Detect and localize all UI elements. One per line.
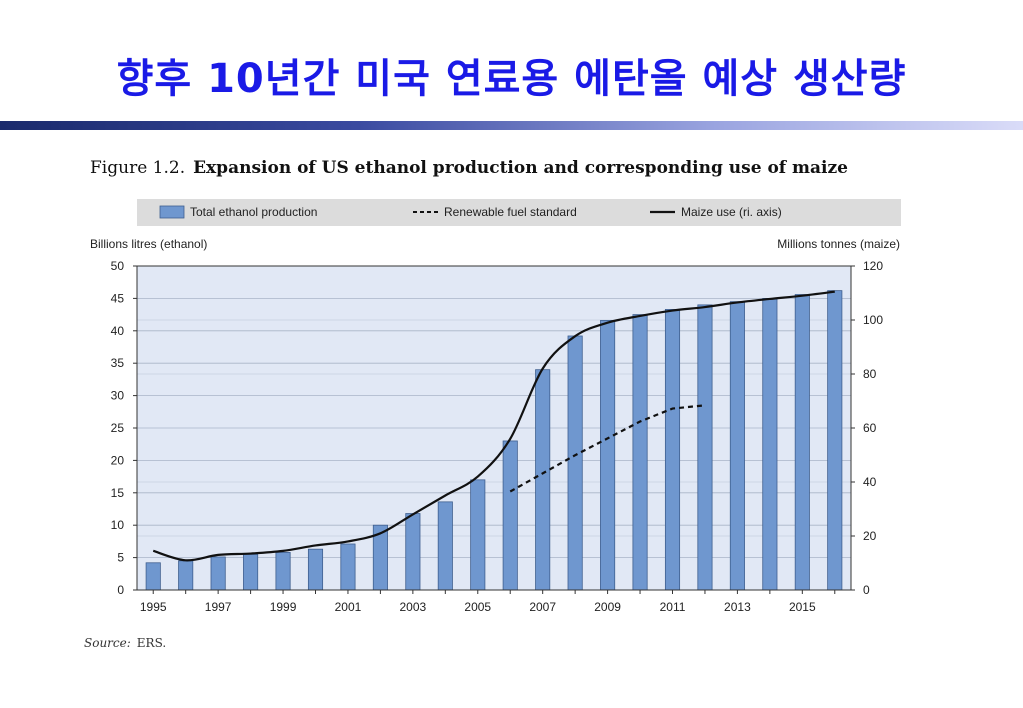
legend-box bbox=[137, 199, 901, 226]
y-tick-label-right: 0 bbox=[863, 583, 870, 597]
bar bbox=[340, 543, 356, 591]
title-underline-bar bbox=[0, 121, 1023, 130]
y-tick-label-left: 20 bbox=[111, 453, 125, 467]
y-tick-label-left: 45 bbox=[111, 291, 125, 305]
y-tick-label-left: 50 bbox=[111, 259, 125, 273]
y-tick-label-right: 60 bbox=[863, 421, 877, 435]
bar bbox=[632, 314, 648, 591]
slide-title: 향후 10년간 미국 연료용 에탄올 예상 생산량 bbox=[116, 56, 907, 102]
bar bbox=[243, 553, 259, 591]
bar bbox=[210, 556, 226, 591]
figure-caption: Expansion of US ethanol production and c… bbox=[193, 158, 848, 178]
lines bbox=[152, 290, 835, 562]
y-tick-label-left: 0 bbox=[117, 583, 124, 597]
x-tick-label: 2001 bbox=[335, 600, 362, 614]
bar bbox=[145, 562, 161, 591]
x-tick-label: 2013 bbox=[724, 600, 751, 614]
bar bbox=[405, 513, 421, 591]
y-tick-label-left: 30 bbox=[111, 389, 125, 403]
bar bbox=[307, 548, 324, 591]
bar bbox=[275, 552, 291, 591]
x-tick-label: 2011 bbox=[660, 600, 686, 614]
y-axis-label-left: Billions litres (ethanol) bbox=[90, 237, 207, 251]
x-tick-label: 2015 bbox=[789, 600, 816, 614]
bar bbox=[827, 290, 843, 591]
source-label: Source: bbox=[84, 636, 131, 650]
y-tick-label-left: 15 bbox=[111, 486, 125, 500]
y-tick-label-right: 120 bbox=[863, 259, 883, 273]
legend-label-production: Total ethanol production bbox=[190, 205, 317, 219]
y-tick-label-right: 40 bbox=[863, 475, 877, 489]
bar bbox=[697, 304, 713, 591]
x-tick-label: 2005 bbox=[464, 600, 491, 614]
x-tick-label: 1999 bbox=[270, 600, 297, 614]
legend-label-rfs: Renewable fuel standard bbox=[444, 205, 577, 219]
renewable-fuel-standard-line bbox=[509, 404, 706, 493]
bar bbox=[567, 335, 583, 591]
y-tick-label-right: 100 bbox=[863, 313, 883, 327]
bar bbox=[729, 301, 745, 591]
x-tick-label: 1995 bbox=[140, 600, 167, 614]
y-tick-label-left: 25 bbox=[111, 421, 125, 435]
bar bbox=[470, 479, 486, 591]
y-tick-label-left: 40 bbox=[111, 324, 125, 338]
x-tick-label: 2007 bbox=[529, 600, 556, 614]
bar bbox=[178, 560, 194, 591]
source-value: ERS. bbox=[136, 636, 167, 650]
y-tick-label-left: 35 bbox=[111, 356, 125, 370]
figure-title: Figure 1.2. Expansion of US ethanol produ… bbox=[90, 158, 848, 178]
y-axis-label-right: Millions tonnes (maize) bbox=[777, 237, 900, 251]
x-tick-label: 2009 bbox=[594, 600, 621, 614]
bar bbox=[600, 320, 616, 591]
bar bbox=[762, 297, 778, 591]
bar bbox=[794, 294, 810, 591]
axes: 0 5 10 15 20 25 30 35 40 45 50 0 20 40 60 80 100 120 1995 1… bbox=[111, 259, 884, 614]
bar bbox=[535, 369, 551, 591]
bar bbox=[502, 440, 518, 591]
bar bbox=[437, 501, 453, 591]
bars bbox=[145, 290, 843, 591]
y-tick-label-left: 10 bbox=[111, 518, 125, 532]
figure-number: Figure 1.2. bbox=[90, 158, 186, 178]
legend: Total ethanol production Renewable fuel … bbox=[159, 205, 782, 219]
bar bbox=[664, 309, 681, 591]
y-tick-label-right: 80 bbox=[863, 367, 877, 381]
maize-use-line bbox=[152, 290, 835, 562]
x-tick-label: 1997 bbox=[205, 600, 232, 614]
x-tick-label: 2003 bbox=[400, 600, 427, 614]
source-note: Source: ERS. bbox=[84, 636, 166, 650]
y-tick-label-left: 5 bbox=[117, 551, 124, 565]
legend-swatch-bar bbox=[159, 205, 185, 219]
y-tick-label-right: 20 bbox=[863, 529, 877, 543]
legend-label-maize: Maize use (ri. axis) bbox=[681, 205, 782, 219]
